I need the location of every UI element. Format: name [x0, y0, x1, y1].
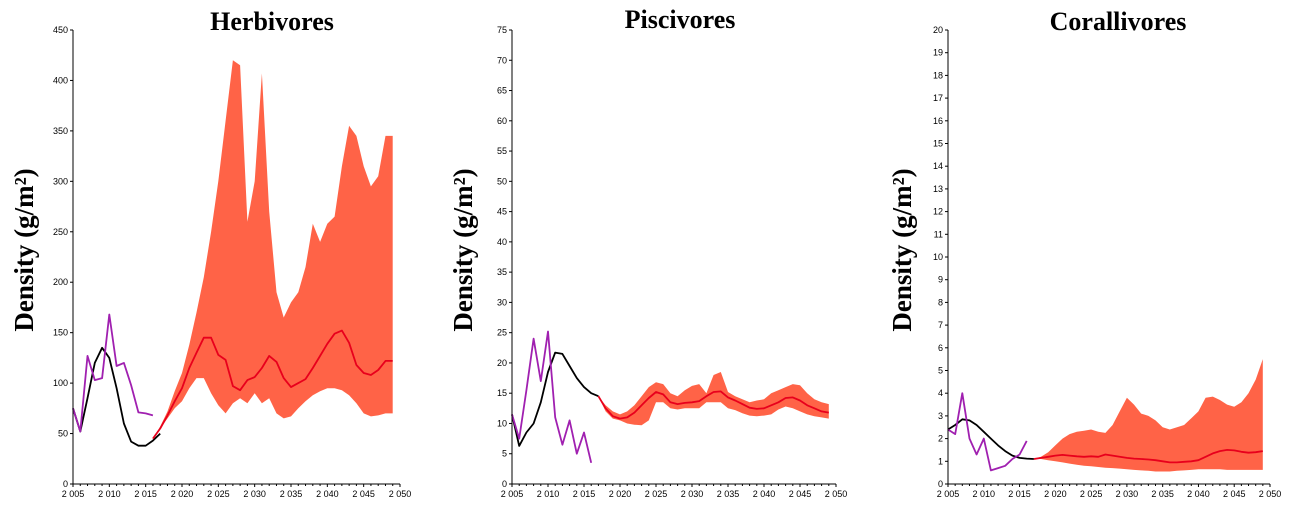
corallivores-y-tick-label: 8	[938, 297, 943, 307]
herbivores-x-tick-label: 2 020	[171, 489, 194, 499]
corallivores-y-tick-label: 12	[933, 207, 943, 217]
corallivores-y-tick-label: 14	[933, 161, 943, 171]
corallivores-y-tick-label: 17	[933, 93, 943, 103]
herbivores-y-tick-label: 100	[53, 378, 68, 388]
piscivores-x-tick-label: 2 050	[825, 489, 848, 499]
corallivores-projection-band	[1033, 359, 1263, 472]
herbivores-y-tick-label: 450	[53, 25, 68, 35]
herbivores-y-tick-label: 400	[53, 75, 68, 85]
corallivores-observed-line	[947, 392, 1028, 472]
corallivores-y-tick-label: 1	[938, 456, 943, 466]
corallivores-y-tick-label: 6	[938, 343, 943, 353]
herbivores-model-fit-line	[72, 346, 161, 447]
piscivores-x-tick-label: 2 010	[537, 489, 560, 499]
piscivores-y-tick-label: 65	[497, 86, 507, 96]
piscivores-y-tick-label: 30	[497, 297, 507, 307]
corallivores-y-tick-label: 16	[933, 116, 943, 126]
corallivores-x-tick-label: 2 035	[1151, 489, 1174, 499]
corallivores-y-tick-label: 19	[933, 48, 943, 58]
piscivores-model-fit-line	[511, 351, 599, 447]
herbivores-x-tick-label: 2 015	[134, 489, 157, 499]
piscivores-panel: 0 5 10 15 20 25 30 35 40 45 50 55 60 65 70 75 2 005 2 010…	[448, 5, 847, 499]
corallivores-y-tick-label: 3	[938, 411, 943, 421]
corallivores-y-tick-label: 11	[934, 229, 943, 239]
herbivores-y-tick-label: 50	[58, 429, 68, 439]
piscivores-title: Piscivores	[625, 5, 736, 34]
piscivores-y-tick-label: 75	[497, 25, 507, 35]
herbivores-y-tick-label: 0	[63, 479, 68, 489]
piscivores-x-tick-label: 2 005	[501, 489, 524, 499]
herbivores-y-tick-label: 250	[53, 227, 68, 237]
corallivores-y-tick-label: 2	[938, 434, 943, 444]
corallivores-x-tick-label: 2 045	[1223, 489, 1246, 499]
piscivores-x-tick-label: 2 045	[789, 489, 812, 499]
corallivores-y-axis-label: Density (g/m²)	[887, 168, 917, 331]
herbivores-x-tick-label: 2 010	[98, 489, 121, 499]
herbivores-observed-line	[72, 313, 154, 433]
piscivores-x-tick-label: 2 030	[681, 489, 704, 499]
corallivores-model-fit-line	[947, 418, 1034, 460]
piscivores-x-tick-label: 2 020	[609, 489, 632, 499]
corallivores-y-tick-label: 20	[933, 25, 943, 35]
corallivores-median-line	[1033, 448, 1263, 464]
corallivores-y-tick-label: 4	[938, 388, 943, 398]
piscivores-y-tick-label: 50	[497, 176, 507, 186]
herbivores-title: Herbivores	[210, 7, 334, 36]
piscivores-y-tick-label: 45	[497, 207, 507, 217]
piscivores-y-tick-label: 5	[502, 449, 507, 459]
corallivores-x-tick-label: 2 040	[1187, 489, 1210, 499]
herbivores-x-tick-label: 2 045	[352, 489, 375, 499]
piscivores-y-tick-label: 20	[497, 358, 507, 368]
corallivores-x-tick-label: 2 010	[973, 489, 996, 499]
herbivores-projection-band	[152, 60, 393, 439]
corallivores-y-tick-label: 0	[938, 479, 943, 489]
corallivores-x-tick-label: 2 005	[937, 489, 960, 499]
piscivores-y-axis-label: Density (g/m²)	[448, 168, 478, 331]
corallivores-x-tick-label: 2 025	[1080, 489, 1103, 499]
corallivores-y-tick-label: 7	[938, 320, 943, 330]
herbivores-y-tick-label: 150	[53, 328, 68, 338]
corallivores-y-tick-label: 10	[933, 252, 943, 262]
piscivores-x-tick-label: 2 035	[717, 489, 740, 499]
herbivores-x-tick-label: 2 025	[207, 489, 230, 499]
piscivores-y-tick-label: 60	[497, 116, 507, 126]
piscivores-y-tick-label: 25	[497, 328, 507, 338]
piscivores-x-tick-label: 2 025	[645, 489, 668, 499]
piscivores-y-tick-label: 10	[497, 418, 507, 428]
herbivores-x-tick-label: 2 040	[316, 489, 339, 499]
herbivores-y-axis-label: Density (g/m²)	[9, 168, 39, 331]
piscivores-observed-line	[511, 330, 593, 464]
herbivores-x-tick-label: 2 035	[280, 489, 303, 499]
piscivores-x-tick-label: 2 040	[753, 489, 776, 499]
piscivores-x-tick-label: 2 015	[573, 489, 596, 499]
piscivores-y-tick-label: 55	[497, 146, 507, 156]
piscivores-projection-band	[598, 372, 829, 426]
herbivores-median-line	[152, 329, 393, 440]
herbivores-panel: 0 50 100 150 200 250 300 350 400 450 2 005 2 010 2 0…	[9, 7, 411, 499]
herbivores-y-tick-label: 200	[53, 277, 68, 287]
corallivores-title: Corallivores	[1050, 7, 1187, 36]
corallivores-x-tick-label: 2 020	[1044, 489, 1067, 499]
herbivores-y-tick-label: 350	[53, 126, 68, 136]
corallivores-x-tick-label: 2 050	[1259, 489, 1282, 499]
herbivores-x-tick-label: 2 005	[62, 489, 85, 499]
herbivores-x-tick-label: 2 050	[389, 489, 412, 499]
piscivores-y-tick-label: 40	[497, 237, 507, 247]
corallivores-x-tick-label: 2 015	[1008, 489, 1031, 499]
herbivores-y-tick-label: 300	[53, 176, 68, 186]
corallivores-x-tick-label: 2 030	[1116, 489, 1139, 499]
corallivores-y-tick-label: 15	[933, 139, 943, 149]
piscivores-y-tick-label: 15	[497, 388, 507, 398]
corallivores-y-tick-label: 5	[938, 366, 943, 376]
piscivores-median-line	[597, 390, 829, 420]
piscivores-y-tick-label: 0	[502, 479, 507, 489]
corallivores-y-tick-label: 9	[938, 275, 943, 285]
corallivores-y-tick-label: 18	[933, 70, 943, 80]
piscivores-y-tick-label: 70	[497, 55, 507, 65]
corallivores-y-tick-label: 13	[933, 184, 943, 194]
herbivores-x-tick-label: 2 030	[243, 489, 266, 499]
piscivores-y-tick-label: 35	[497, 267, 507, 277]
